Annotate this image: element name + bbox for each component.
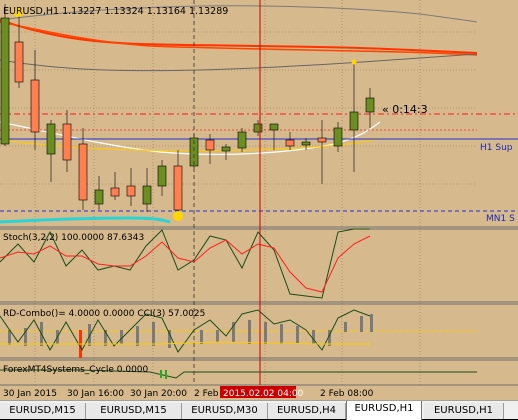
rd-combo-header: RD-Combo()= 4.0000 0.0000 CCI(3) 57.0025 (3, 309, 205, 319)
fractal-down-icon (173, 211, 183, 221)
chart-tab-bar: EURUSD,M15 EURUSD,M15 EURUSD,M30 EURUSD,… (0, 400, 518, 420)
tab-eurusd-m30[interactable]: EURUSD,M30 (182, 403, 268, 419)
time-label: 30 Jan 16:00 (67, 389, 124, 399)
stoch-header: Stoch(3,2,2) 100.0000 87.6343 (3, 233, 144, 243)
fractal-up-icon (13, 7, 23, 17)
stoch-signal-line (0, 235, 371, 293)
peak-dot-icon (351, 59, 357, 65)
tab-eurusd-m15-2[interactable]: EURUSD,M15 (86, 403, 182, 419)
upper-band (0, 5, 478, 23)
stoch-main-line (0, 228, 370, 299)
stoch-pane: Stoch(3,2,2) 100.0000 87.6343 (0, 228, 371, 299)
cycle-pane: ForexMT4Systems_Cycle 0.0000 (0, 365, 477, 379)
cycle-header: ForexMT4Systems_Cycle 0.0000 (3, 365, 149, 375)
chart-header: EURUSD,H1 1.13227 1.13324 1.13164 1.1328… (3, 6, 228, 17)
h1-support-label: H1 Sup (480, 143, 513, 153)
pane-separators (0, 226, 518, 386)
tab-eurusd-h1-active[interactable]: EURUSD,H1 (346, 401, 422, 420)
mn1-support-label: MN1 S (486, 214, 515, 224)
time-label: 30 Jan 2015 (3, 389, 57, 399)
slow-ma-red (0, 19, 478, 54)
tab-eurusd-m15[interactable]: EURUSD,M15 (0, 403, 86, 419)
chart-canvas[interactable]: EURUSD,H1 1.13227 1.13324 1.13164 1.1328… (0, 0, 518, 400)
time-label: 30 Jan 20:00 (130, 389, 187, 399)
countdown-label: « 0:14:3 (382, 103, 428, 116)
price-scale (477, 0, 518, 386)
tab-eurusd-h1[interactable]: EURUSD,H1 (424, 403, 504, 419)
tab-eurusd-h4[interactable]: EURUSD,H4 (268, 403, 346, 419)
cyan-line (0, 216, 171, 224)
ma-red-2 (0, 21, 478, 56)
time-label: 2 Feb 08:00 (320, 389, 374, 399)
candles (0, 4, 375, 212)
grid (0, 0, 477, 385)
mid-band (0, 53, 478, 72)
crosshair-time-label: 2015.02.02 04:00 (223, 389, 304, 399)
time-label: 2 Feb (194, 389, 219, 399)
rd-combo-pane: RD-Combo()= 4.0000 0.0000 CCI(3) 57.0025 (0, 309, 477, 358)
crosshair-time-badge (220, 386, 296, 398)
time-axis: 30 Jan 2015 30 Jan 16:00 30 Jan 20:00 2 … (3, 386, 374, 399)
chart-background (0, 0, 518, 400)
